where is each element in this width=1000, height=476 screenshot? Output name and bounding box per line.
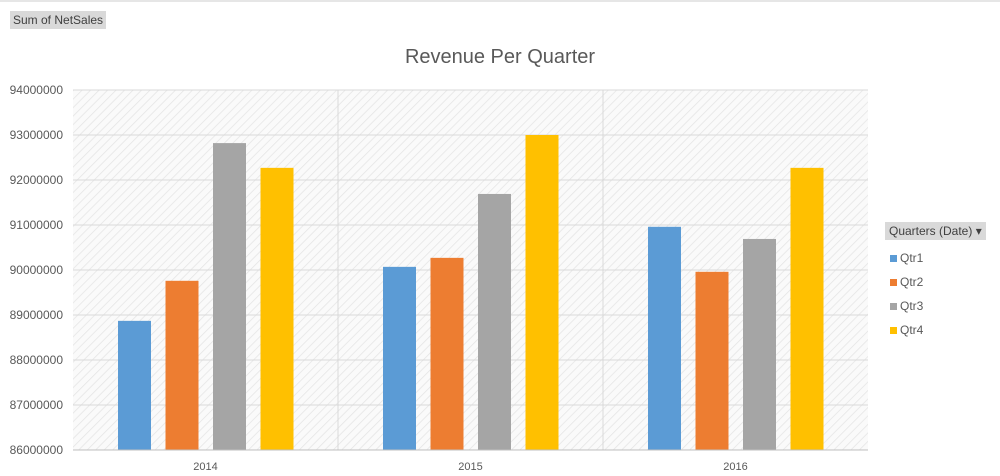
legend-label: Qtr4	[900, 323, 924, 337]
x-tick-label: 2016	[723, 461, 747, 473]
y-tick-label: 89000000	[10, 308, 64, 322]
legend-item-qtr2: Qtr2	[890, 270, 986, 294]
legend-swatch	[890, 326, 897, 334]
y-tick-label: 88000000	[10, 353, 64, 367]
legend-swatch	[890, 302, 897, 310]
legend: Quarters (Date) ▾ Qtr1 Qtr2 Qtr3 Qtr4	[885, 222, 986, 342]
bar-qtr3-2015	[478, 193, 511, 450]
bar-qtr4-2015	[525, 135, 559, 450]
bar-qtr4-2016	[790, 167, 824, 450]
bar-qtr2-2014	[165, 280, 199, 450]
legend-item-qtr4: Qtr4	[890, 318, 986, 342]
y-tick-label: 91000000	[10, 218, 64, 232]
bar-qtr2-2015	[430, 257, 464, 450]
bar-qtr1-2015	[383, 266, 416, 450]
legend-swatch	[890, 278, 897, 286]
legend-label: Qtr1	[900, 251, 924, 265]
y-tick-label: 92000000	[10, 173, 64, 187]
bar-qtr1-2014	[118, 320, 151, 450]
bar-qtr3-2014	[213, 143, 246, 450]
y-tick-label: 86000000	[10, 443, 64, 457]
dropdown-arrow-icon: ▾	[975, 224, 982, 238]
legend-item-qtr3: Qtr3	[890, 294, 986, 318]
bar-qtr1-2016	[648, 226, 681, 450]
legend-label: Qtr3	[900, 299, 924, 313]
sum-of-netsales-field-button[interactable]: Sum of NetSales	[10, 11, 107, 29]
bar-qtr2-2016	[695, 271, 729, 450]
x-tick-label: 2015	[458, 461, 482, 473]
bar-qtr4-2014	[260, 167, 294, 450]
legend-swatch	[890, 254, 897, 262]
x-tick-label: 2014	[193, 461, 217, 473]
y-tick-label: 94000000	[10, 83, 64, 97]
legend-label: Qtr2	[900, 275, 924, 289]
y-tick-label: 90000000	[10, 263, 64, 277]
quarters-filter-button[interactable]: Quarters (Date) ▾	[885, 222, 986, 240]
chart-title: Revenue Per Quarter	[404, 46, 596, 68]
legend-item-qtr1: Qtr1	[890, 246, 986, 270]
bar-qtr3-2016	[743, 238, 776, 450]
y-tick-label: 87000000	[10, 398, 64, 412]
y-tick-label: 93000000	[10, 128, 64, 142]
legend-title: Quarters (Date)	[889, 224, 973, 238]
